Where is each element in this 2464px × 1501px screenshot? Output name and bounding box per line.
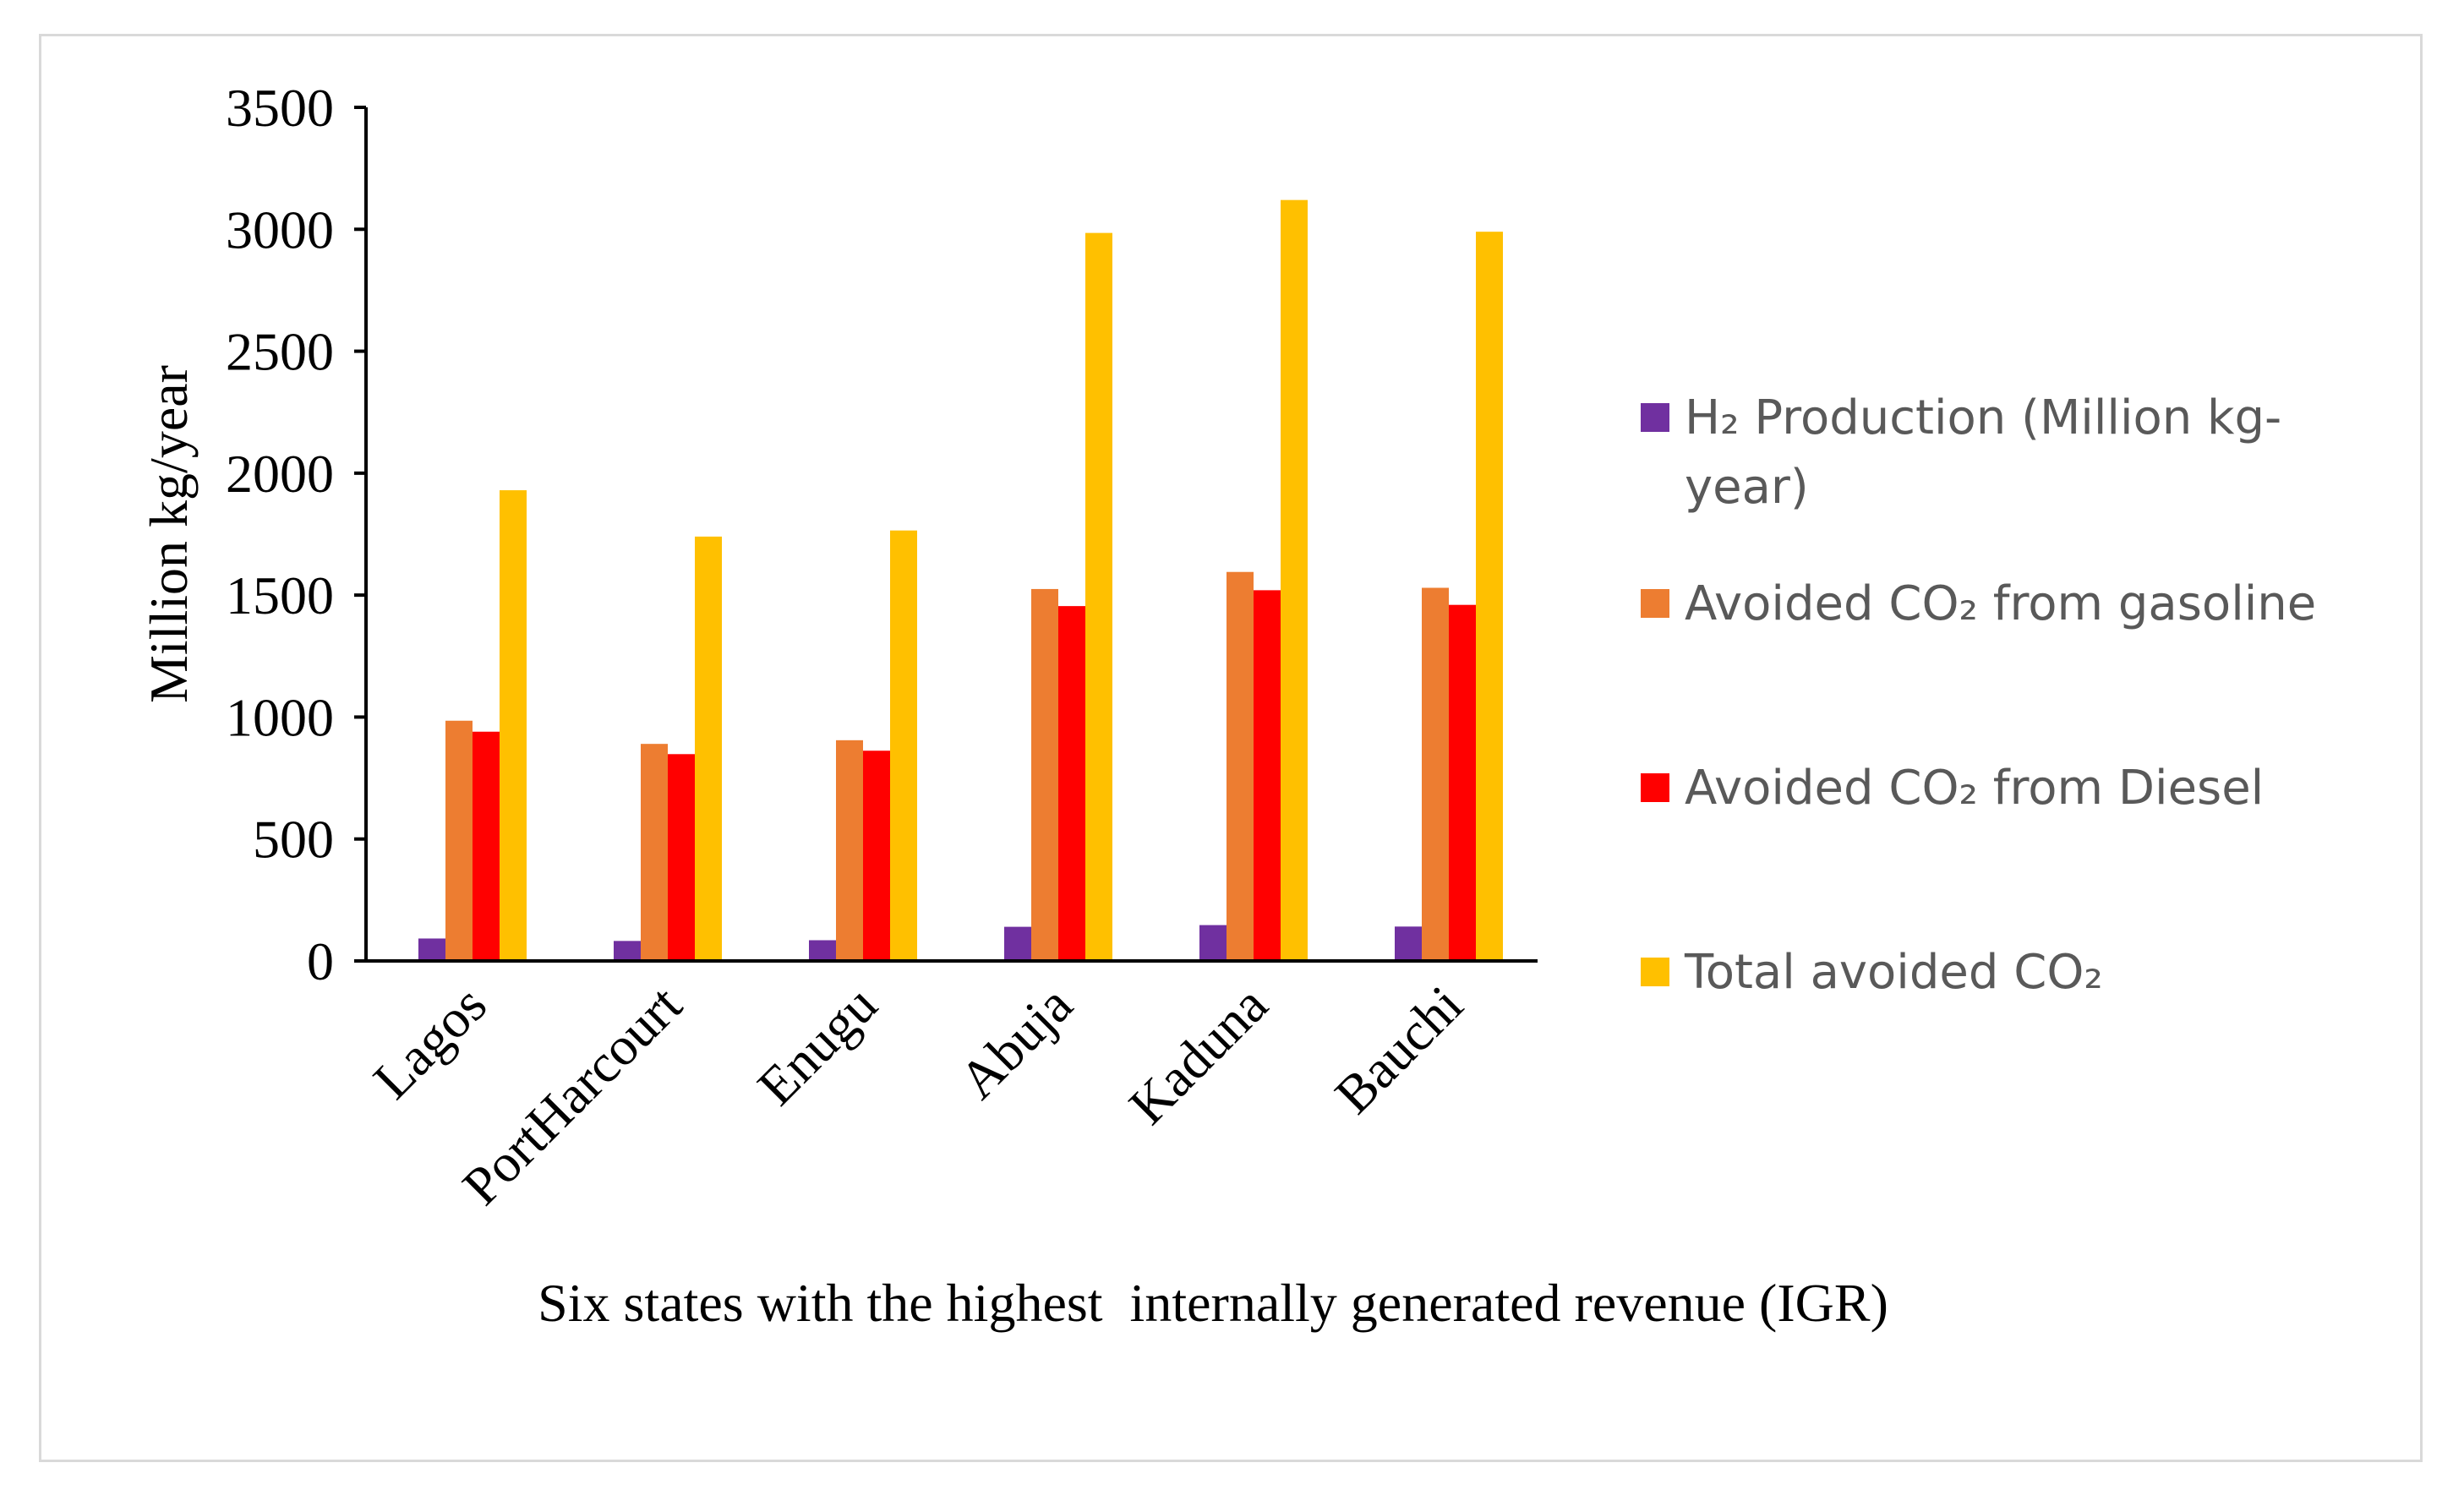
legend-swatch [1641,958,1669,986]
legend-label: Total avoided CO₂ [1684,945,2103,1000]
y-tick-label: 3500 [226,78,334,138]
y-axis-label: Million kg/year [139,365,199,703]
x-tick-label: Bauchi [1324,974,1474,1125]
bar-bauchi-series-2 [1422,587,1449,961]
bar-abuja-series-3 [1058,606,1085,961]
x-tick-label: Lagos [362,974,498,1111]
y-tick-label: 0 [307,931,334,991]
x-axis-label: Six states with the highest internally g… [538,1273,1888,1333]
bar-lagos-series-4 [500,490,527,961]
x-tick-label: Kaduna [1117,974,1279,1136]
legend-label: Avoided CO₂ from Diesel [1685,761,2264,816]
legend-swatch [1641,403,1669,432]
bar-kaduna-series-1 [1199,925,1227,961]
y-tick-label: 1000 [226,687,334,747]
bar-enugu-series-2 [836,740,863,961]
bar-bauchi-series-3 [1449,604,1476,961]
bars-layer [418,199,1503,962]
bar-abuja-series-2 [1031,588,1058,961]
chart-frame: 0 500 1000 1500 2000 2500 3000 3500 Lagos PortHa… [39,34,2423,1462]
x-tick-label: Abuja [948,974,1084,1111]
legend: H₂ Production (Million kg-year) Avoided … [1641,390,2316,1000]
y-tick-label: 500 [253,810,334,870]
bar-kaduna-series-3 [1254,590,1281,961]
bar-abuja-series-4 [1085,232,1112,962]
legend-label: Avoided CO₂ from gasoline [1685,576,2316,631]
legend-label: H₂ Production (Million kg- [1685,390,2281,445]
bar-lagos-series-1 [418,938,445,961]
y-tick-label: 3000 [226,199,334,259]
axes-layer [364,107,1538,963]
legend-label: year) [1685,460,1809,515]
bar-kaduna-series-4 [1281,199,1308,961]
bar-enugu-series-3 [863,750,890,961]
y-tick-label: 2500 [226,322,334,382]
y-tick-label: 2000 [226,444,334,504]
y-ticks-layer: 0 500 1000 1500 2000 2500 3000 3500 [226,78,366,991]
bar-lagos-series-2 [445,720,473,961]
legend-swatch [1641,773,1669,802]
bar-enugu-series-4 [890,530,917,961]
bar-bauchi-series-1 [1395,926,1422,961]
bar-bauchi-series-4 [1476,232,1503,961]
bar-portharcourt-series-3 [668,754,695,961]
bar-kaduna-series-2 [1227,571,1254,961]
bar-portharcourt-series-1 [614,941,641,961]
bar-portharcourt-series-2 [641,744,668,961]
bar-portharcourt-series-4 [695,536,722,961]
legend-swatch [1641,589,1669,618]
x-tick-label: Enugu [746,974,888,1116]
bar-enugu-series-1 [809,940,836,961]
bar-lagos-series-3 [473,731,500,961]
bar-abuja-series-1 [1004,926,1031,961]
y-tick-label: 1500 [226,565,334,625]
